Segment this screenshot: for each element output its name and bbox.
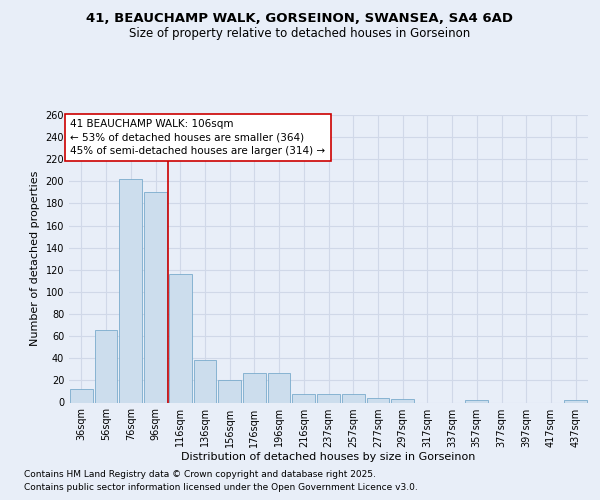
Bar [466,400,488,402]
Bar [391,399,414,402]
Bar [169,274,191,402]
X-axis label: Distribution of detached houses by size in Gorseinon: Distribution of detached houses by size … [181,452,476,462]
Bar [243,372,266,402]
Bar [194,360,216,403]
Bar [218,380,241,402]
Bar [564,400,587,402]
Bar [292,394,315,402]
Text: 41, BEAUCHAMP WALK, GORSEINON, SWANSEA, SA4 6AD: 41, BEAUCHAMP WALK, GORSEINON, SWANSEA, … [86,12,514,26]
Bar [317,394,340,402]
Bar [268,372,290,402]
Bar [70,389,93,402]
Bar [367,398,389,402]
Bar [342,394,365,402]
Text: 41 BEAUCHAMP WALK: 106sqm
← 53% of detached houses are smaller (364)
45% of semi: 41 BEAUCHAMP WALK: 106sqm ← 53% of detac… [70,120,325,156]
Text: Contains public sector information licensed under the Open Government Licence v3: Contains public sector information licen… [24,482,418,492]
Text: Size of property relative to detached houses in Gorseinon: Size of property relative to detached ho… [130,28,470,40]
Bar [95,330,118,402]
Text: Contains HM Land Registry data © Crown copyright and database right 2025.: Contains HM Land Registry data © Crown c… [24,470,376,479]
Bar [144,192,167,402]
Y-axis label: Number of detached properties: Number of detached properties [30,171,40,346]
Bar [119,179,142,402]
